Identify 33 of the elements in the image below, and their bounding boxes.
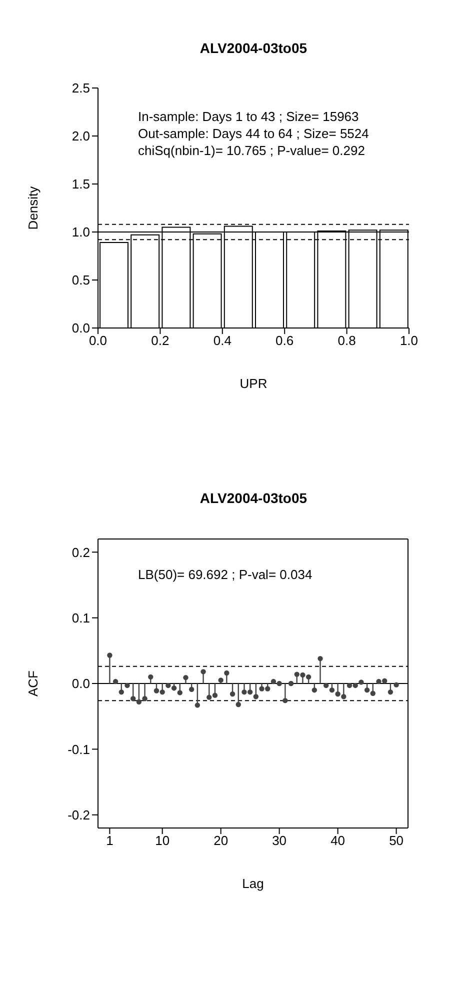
y-tick-label: 0.1 [72, 610, 90, 626]
y-axis-title: Density [26, 186, 41, 230]
x-axis-title: Lag [242, 876, 264, 891]
y-tick-label: 2.5 [72, 80, 90, 96]
y-tick-label: 2.0 [72, 128, 90, 144]
x-tick-label: 50 [389, 833, 404, 848]
y-axis-title: ACF [26, 670, 41, 696]
x-tick-label: 1.0 [400, 333, 418, 348]
x-tick-label: 1 [106, 833, 114, 848]
x-tick-label: 0.4 [213, 333, 232, 348]
y-tick-label: 0.2 [72, 544, 90, 560]
x-axis-title: UPR [240, 376, 268, 391]
x-tick-label: 10 [155, 833, 170, 848]
y-tick-label: 1.5 [72, 176, 90, 192]
annotation: Out-sample: Days 44 to 64 ; Size= 5524 [138, 125, 369, 142]
y-tick-label: -0.2 [68, 807, 90, 822]
x-tick-label: 0.2 [151, 333, 170, 348]
chart-title: ALV2004-03to05 [198, 40, 308, 56]
x-tick-label: 20 [214, 833, 228, 848]
annotation: chiSq(nbin-1)= 10.765 ; P-value= 0.292 [138, 142, 366, 159]
y-tick-label: 0.0 [72, 320, 90, 336]
y-tick-label: -0.1 [68, 742, 90, 757]
y-tick-label: 0.5 [72, 272, 90, 288]
y-tick-label: 0.0 [72, 676, 90, 692]
x-tick-label: 0.0 [88, 333, 108, 348]
x-tick-label: 0.8 [338, 333, 356, 348]
chart-title: ALV2004-03to05 [198, 490, 308, 506]
x-tick-label: 0.6 [276, 333, 294, 348]
y-tick-label: 1.0 [72, 224, 90, 240]
annotation: In-sample: Days 1 to 43 ; Size= 15963 [138, 108, 360, 125]
x-tick-label: 30 [272, 833, 287, 848]
annotation: LB(50)= 69.692 ; P-val= 0.034 [138, 566, 312, 583]
x-tick-label: 40 [330, 833, 346, 848]
